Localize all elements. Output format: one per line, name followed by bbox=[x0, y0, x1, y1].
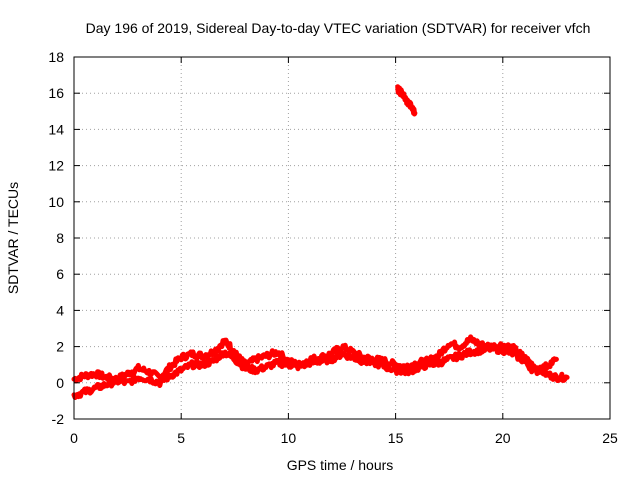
y-tick-label: 0 bbox=[56, 375, 64, 391]
x-axis-label: GPS time / hours bbox=[287, 457, 394, 473]
x-tick-label: 25 bbox=[602, 430, 618, 446]
x-tick-label: 15 bbox=[388, 430, 404, 446]
x-tick-label: 20 bbox=[495, 430, 511, 446]
y-tick-label: 14 bbox=[48, 121, 64, 137]
y-tick-label: 10 bbox=[48, 194, 64, 210]
x-tick-label: 5 bbox=[177, 430, 185, 446]
y-tick-label: 12 bbox=[48, 158, 64, 174]
y-tick-label: 6 bbox=[56, 266, 64, 282]
x-tick-label: 0 bbox=[70, 430, 78, 446]
y-tick-label: 18 bbox=[48, 49, 64, 65]
series-line-satellite-track-3 bbox=[395, 84, 418, 117]
x-tick-label: 10 bbox=[281, 430, 297, 446]
axis-ticks bbox=[73, 56, 611, 420]
y-tick-label: 16 bbox=[48, 85, 64, 101]
series-line-satellite-track-2 bbox=[71, 342, 559, 400]
y-tick-labels: -2 0 2 4 6 8 10 12 14 16 18 bbox=[48, 49, 64, 427]
chart-title: Day 196 of 2019, Sidereal Day-to-day VTE… bbox=[86, 20, 591, 36]
y-tick-label: 2 bbox=[56, 339, 64, 355]
y-tick-label: 4 bbox=[56, 302, 64, 318]
y-tick-label: 8 bbox=[56, 230, 64, 246]
data-series bbox=[71, 84, 570, 400]
x-tick-labels: 0 5 10 15 20 25 bbox=[70, 430, 618, 446]
y-tick-label: -2 bbox=[52, 411, 65, 427]
y-axis-label: SDTVAR / TECUs bbox=[5, 182, 21, 294]
